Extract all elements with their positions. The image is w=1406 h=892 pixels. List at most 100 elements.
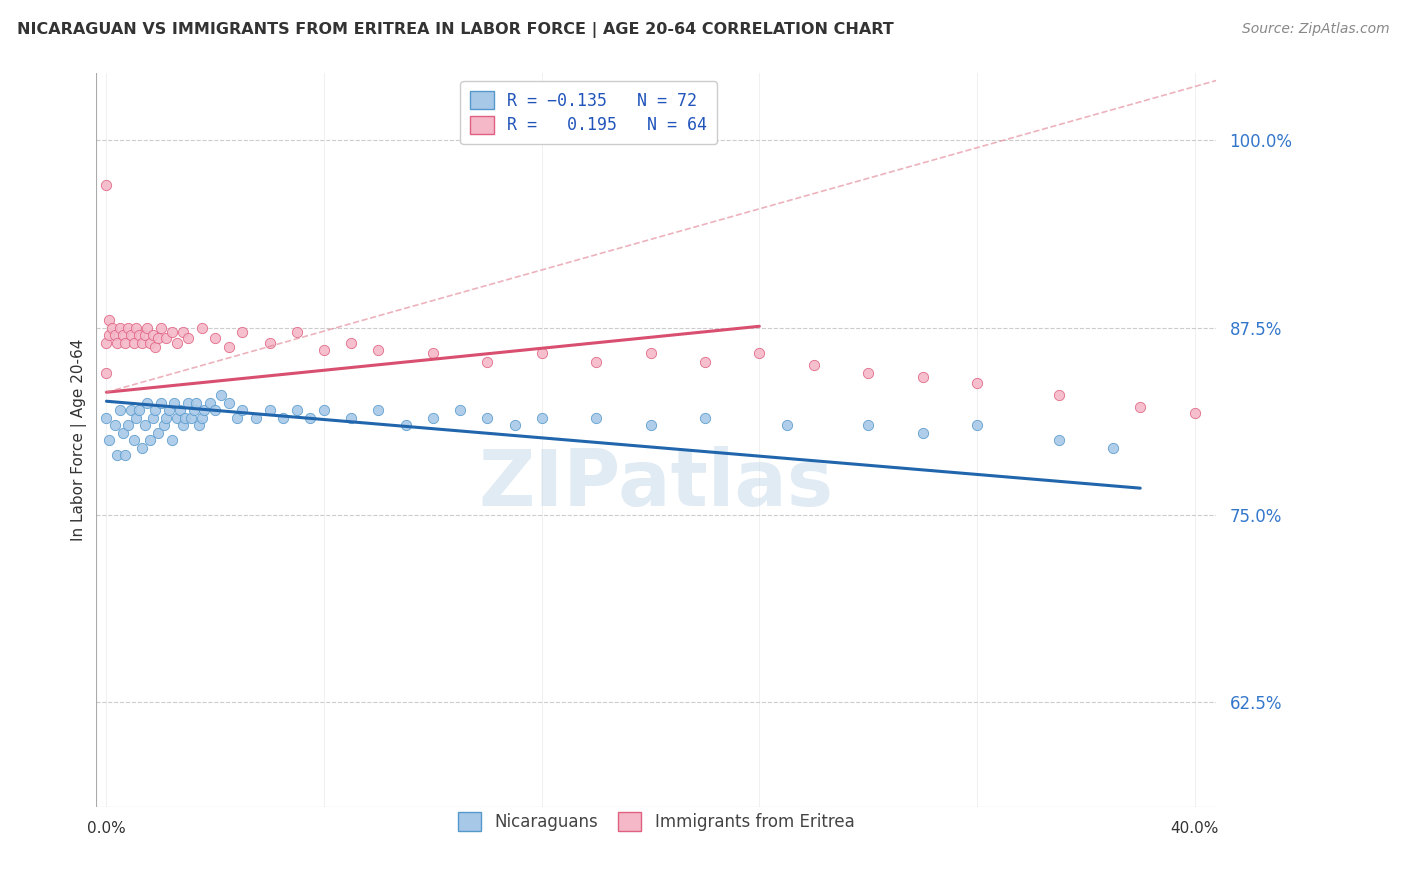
Point <box>142 410 165 425</box>
Point <box>166 335 188 350</box>
Point <box>142 328 165 343</box>
Point <box>775 418 797 433</box>
Point <box>285 403 308 417</box>
Point <box>105 448 128 462</box>
Point <box>125 410 148 425</box>
Point <box>190 320 212 334</box>
Point <box>1047 388 1070 402</box>
Point <box>122 335 145 350</box>
Point <box>134 328 156 343</box>
Point <box>340 335 363 350</box>
Point <box>231 326 253 340</box>
Point <box>105 335 128 350</box>
Point <box>131 441 153 455</box>
Point <box>96 178 118 193</box>
Point <box>190 410 212 425</box>
Point <box>198 395 221 409</box>
Point <box>585 355 607 369</box>
Point <box>209 388 232 402</box>
Point <box>186 395 208 409</box>
Point <box>218 395 240 409</box>
Point <box>128 403 150 417</box>
Point <box>640 418 662 433</box>
Point <box>146 425 169 440</box>
Point <box>155 410 177 425</box>
Point <box>449 403 471 417</box>
Point <box>285 326 308 340</box>
Point <box>139 433 162 447</box>
Point <box>174 410 197 425</box>
Point <box>218 340 240 354</box>
Point <box>340 410 363 425</box>
Point <box>136 395 159 409</box>
Point <box>114 335 136 350</box>
Point <box>101 320 124 334</box>
Point <box>856 366 879 380</box>
Point <box>120 403 142 417</box>
Point <box>96 410 118 425</box>
Point <box>803 358 825 372</box>
Point <box>693 410 716 425</box>
Point <box>299 410 322 425</box>
Point <box>98 433 121 447</box>
Text: NICARAGUAN VS IMMIGRANTS FROM ERITREA IN LABOR FORCE | AGE 20-64 CORRELATION CHA: NICARAGUAN VS IMMIGRANTS FROM ERITREA IN… <box>17 22 894 38</box>
Point <box>114 448 136 462</box>
Point <box>1347 425 1369 440</box>
Point <box>104 328 127 343</box>
Point <box>172 326 194 340</box>
Point <box>157 403 180 417</box>
Point <box>314 343 336 358</box>
Text: Source: ZipAtlas.com: Source: ZipAtlas.com <box>1241 22 1389 37</box>
Point <box>503 418 526 433</box>
Point <box>111 425 134 440</box>
Point <box>477 355 499 369</box>
Point <box>111 328 134 343</box>
Point <box>145 340 167 354</box>
Point <box>422 346 444 360</box>
Point <box>188 418 211 433</box>
Point <box>1129 401 1152 415</box>
Point <box>477 410 499 425</box>
Point <box>131 335 153 350</box>
Point <box>96 366 118 380</box>
Point <box>166 410 188 425</box>
Point <box>367 343 389 358</box>
Point <box>530 410 553 425</box>
Point <box>155 331 177 345</box>
Point <box>245 410 267 425</box>
Point <box>149 395 172 409</box>
Point <box>98 313 121 327</box>
Point <box>180 410 202 425</box>
Point <box>1400 433 1406 447</box>
Point <box>1102 441 1125 455</box>
Point <box>117 418 139 433</box>
Point <box>314 403 336 417</box>
Point <box>117 320 139 334</box>
Point <box>911 425 934 440</box>
Point <box>163 395 186 409</box>
Point <box>530 346 553 360</box>
Point <box>395 418 418 433</box>
Point <box>125 320 148 334</box>
Point <box>104 418 127 433</box>
Point <box>271 410 294 425</box>
Point <box>96 335 118 350</box>
Point <box>145 403 167 417</box>
Point <box>966 376 988 391</box>
Point <box>128 328 150 343</box>
Point <box>1292 421 1315 435</box>
Point <box>367 403 389 417</box>
Point <box>259 335 281 350</box>
Point <box>122 433 145 447</box>
Point <box>856 418 879 433</box>
Point <box>748 346 770 360</box>
Point <box>693 355 716 369</box>
Point <box>139 335 162 350</box>
Point <box>108 403 131 417</box>
Point <box>172 418 194 433</box>
Legend: Nicaraguans, Immigrants from Eritrea: Nicaraguans, Immigrants from Eritrea <box>450 805 863 839</box>
Point <box>152 418 174 433</box>
Y-axis label: In Labor Force | Age 20-64: In Labor Force | Age 20-64 <box>72 339 87 541</box>
Point <box>193 403 215 417</box>
Point <box>160 433 183 447</box>
